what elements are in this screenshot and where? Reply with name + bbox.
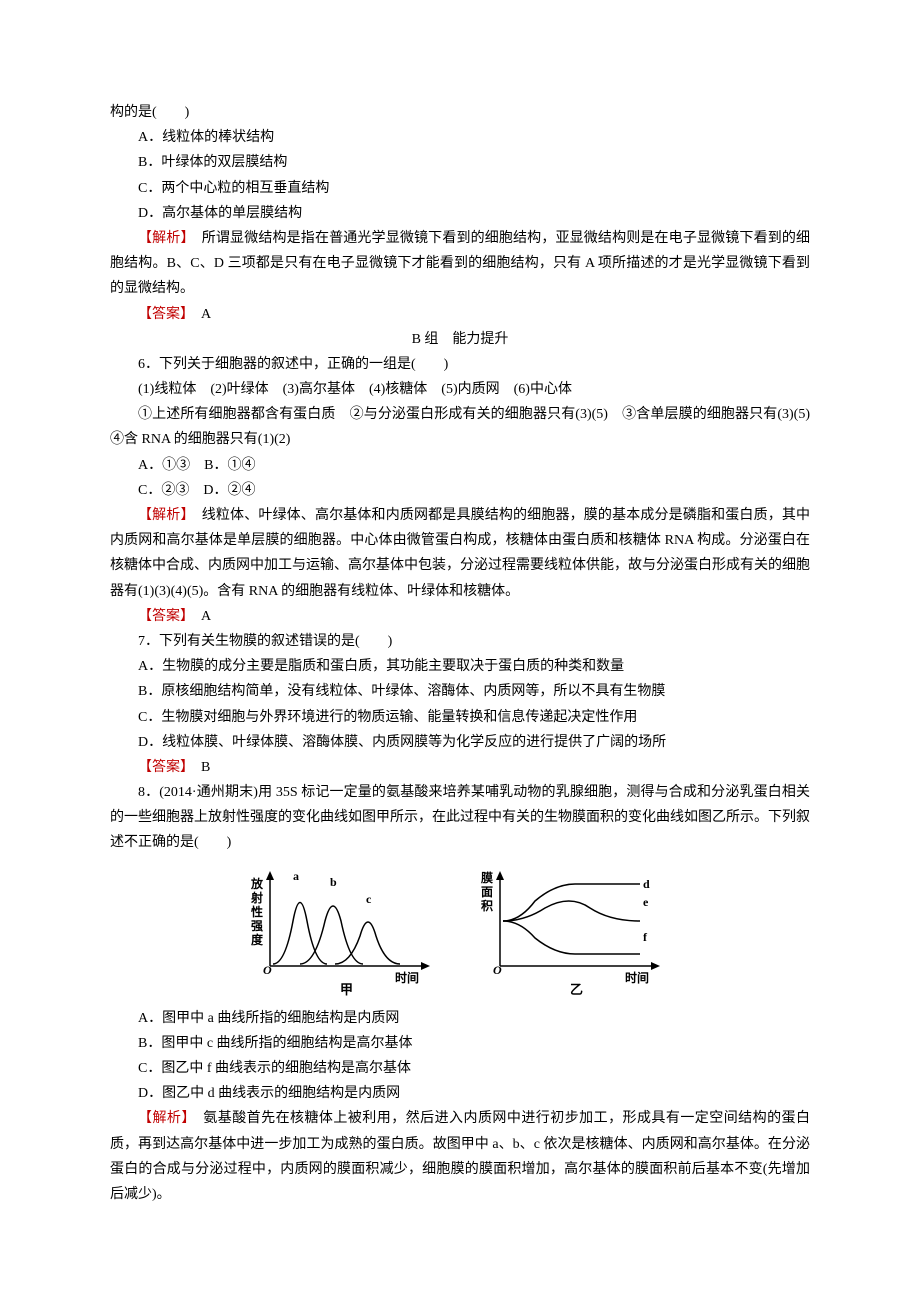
- analysis-label: 【解析】: [138, 508, 188, 523]
- chart-yi: 膜 面 积 O d e f 时间 乙: [475, 866, 675, 996]
- analysis-label: 【解析】: [138, 231, 188, 246]
- q6-line3: ①上述所有细胞器都含有蛋白质 ②与分泌蛋白形成有关的细胞器只有(3)(5) ③含…: [110, 402, 810, 452]
- svg-text:性: 性: [250, 904, 263, 919]
- q8-analysis: 【解析】 氨基酸首先在核糖体上被利用，然后进入内质网中进行初步加工，形成具有一定…: [110, 1106, 810, 1207]
- q5-answer: 【答案】 A: [110, 302, 810, 327]
- svg-text:膜: 膜: [481, 870, 493, 885]
- q6-analysis: 【解析】 线粒体、叶绿体、高尔基体和内质网都是具膜结构的细胞器，膜的基本成分是磷…: [110, 503, 810, 604]
- chart-yi-svg: 膜 面 积 O d e f 时间 乙: [475, 866, 675, 996]
- analysis-text: 所谓显微结构是指在普通光学显微镜下看到的细胞结构，亚显微结构则是在电子显微镜下看…: [110, 231, 810, 296]
- q7-answer: 【答案】 B: [110, 755, 810, 780]
- q8-option-c: C．图乙中 f 曲线表示的细胞结构是高尔基体: [110, 1056, 810, 1081]
- svg-text:甲: 甲: [340, 982, 353, 996]
- svg-text:积: 积: [481, 898, 493, 913]
- svg-text:时间: 时间: [625, 970, 649, 985]
- svg-text:度: 度: [251, 932, 264, 947]
- q8-stem: 8．(2014·通州期末)用 35S 标记一定量的氨基酸来培养某哺乳动物的乳腺细…: [110, 780, 810, 856]
- q7-option-d: D．线粒体膜、叶绿体膜、溶酶体膜、内质网膜等为化学反应的进行提供了广阔的场所: [110, 730, 810, 755]
- answer-text: A: [187, 609, 211, 624]
- answer-label: 【答案】: [138, 609, 187, 624]
- chart-jia-svg: 放 射 性 强 度 O a b c 时间 甲: [245, 866, 445, 996]
- svg-text:面: 面: [481, 885, 493, 899]
- answer-label: 【答案】: [138, 307, 187, 322]
- q5-stem-end: 构的是( ): [110, 100, 810, 125]
- svg-text:e: e: [643, 895, 649, 909]
- chart-jia: 放 射 性 强 度 O a b c 时间 甲: [245, 866, 445, 996]
- answer-text: A: [187, 307, 211, 322]
- q5-option-a: A．线粒体的棒状结构: [110, 125, 810, 150]
- svg-text:d: d: [643, 877, 650, 891]
- svg-text:射: 射: [250, 890, 263, 905]
- svg-text:a: a: [293, 869, 299, 883]
- svg-text:乙: 乙: [570, 982, 583, 996]
- q5-option-d: D．高尔基体的单层膜结构: [110, 201, 810, 226]
- q7-option-c: C．生物膜对细胞与外界环境进行的物质运输、能量转换和信息传递起决定性作用: [110, 705, 810, 730]
- q6-stem: 6．下列关于细胞器的叙述中，正确的一组是( ): [110, 352, 810, 377]
- answer-label: 【答案】: [138, 760, 187, 775]
- svg-text:f: f: [643, 930, 648, 944]
- svg-text:强: 强: [251, 919, 263, 933]
- analysis-text: 氨基酸首先在核糖体上被利用，然后进入内质网中进行初步加工，形成具有一定空间结构的…: [110, 1111, 810, 1202]
- group-b-title: B 组 能力提升: [110, 327, 810, 352]
- q5-option-b: B．叶绿体的双层膜结构: [110, 150, 810, 175]
- q6-option-cd: C．②③ D．②④: [110, 478, 810, 503]
- svg-text:b: b: [330, 875, 337, 889]
- analysis-label: 【解析】: [138, 1111, 189, 1126]
- q5-analysis: 【解析】 所谓显微结构是指在普通光学显微镜下看到的细胞结构，亚显微结构则是在电子…: [110, 226, 810, 302]
- q6-answer: 【答案】 A: [110, 604, 810, 629]
- q7-option-a: A．生物膜的成分主要是脂质和蛋白质，其功能主要取决于蛋白质的种类和数量: [110, 654, 810, 679]
- svg-text:时间: 时间: [395, 970, 419, 985]
- q8-option-b: B．图甲中 c 曲线所指的细胞结构是高尔基体: [110, 1031, 810, 1056]
- q5-option-c: C．两个中心粒的相互垂直结构: [110, 176, 810, 201]
- svg-text:放: 放: [250, 876, 264, 891]
- answer-text: B: [187, 760, 210, 775]
- q7-stem: 7．下列有关生物膜的叙述错误的是( ): [110, 629, 810, 654]
- q6-option-ab: A．①③ B．①④: [110, 453, 810, 478]
- svg-text:O: O: [493, 963, 502, 977]
- q8-option-d: D．图乙中 d 曲线表示的细胞结构是内质网: [110, 1081, 810, 1106]
- analysis-text: 线粒体、叶绿体、高尔基体和内质网都是具膜结构的细胞器，膜的基本成分是磷脂和蛋白质…: [110, 508, 810, 599]
- charts-row: 放 射 性 强 度 O a b c 时间 甲 膜 面 积: [110, 866, 810, 996]
- svg-text:c: c: [366, 892, 372, 906]
- svg-text:O: O: [263, 963, 272, 977]
- q8-option-a: A．图甲中 a 曲线所指的细胞结构是内质网: [110, 1006, 810, 1031]
- q7-option-b: B．原核细胞结构简单，没有线粒体、叶绿体、溶酶体、内质网等，所以不具有生物膜: [110, 679, 810, 704]
- q6-line2: (1)线粒体 (2)叶绿体 (3)高尔基体 (4)核糖体 (5)内质网 (6)中…: [110, 377, 810, 402]
